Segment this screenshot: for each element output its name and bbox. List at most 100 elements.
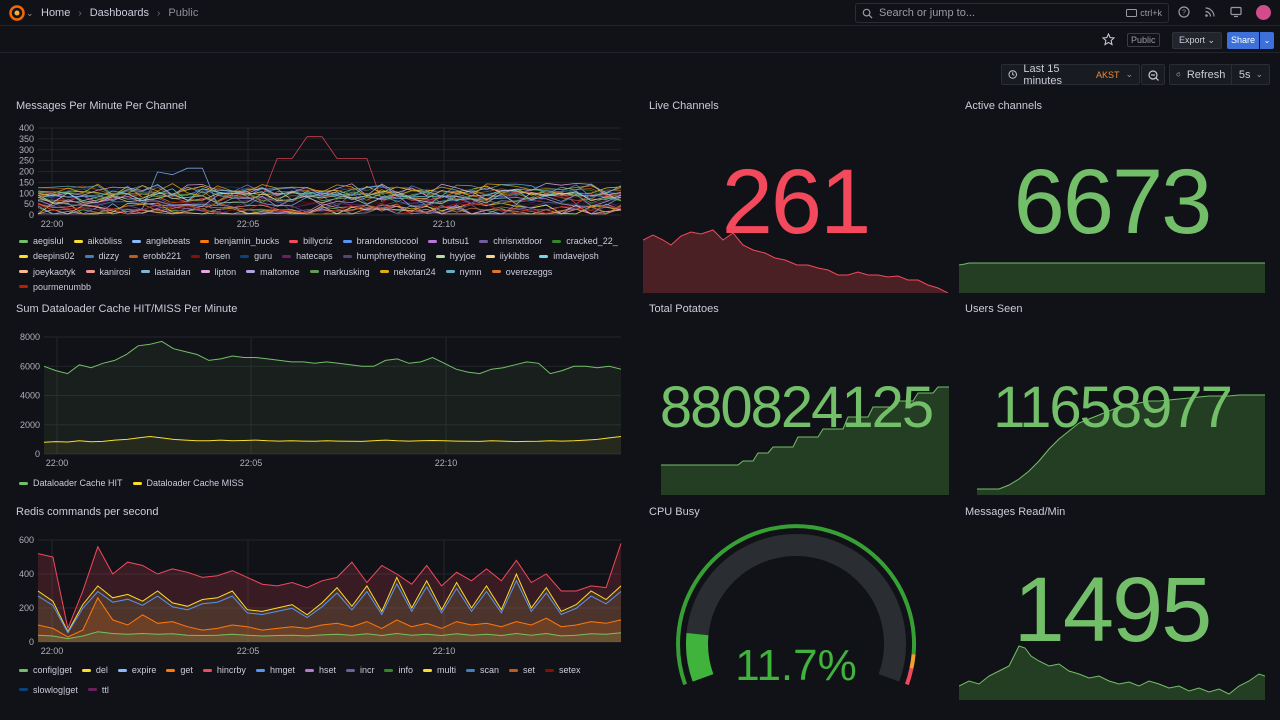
dataloader-timeseries-chart: 8000 6000 4000 2000 0 22:00 22:05 22:10 xyxy=(20,332,622,468)
total-potatoes-value: 880824125 xyxy=(659,375,934,440)
legend-item[interactable]: anglebeats xyxy=(132,236,190,246)
legend-item[interactable]: benjamin_bucks xyxy=(200,236,279,246)
legend-item[interactable]: joeykaotyk xyxy=(19,267,76,277)
legend-item[interactable]: config|get xyxy=(19,663,72,678)
legend-item[interactable]: multi xyxy=(423,663,456,678)
legend-swatch xyxy=(84,254,94,258)
legend-item[interactable]: billycriz xyxy=(289,236,333,246)
legend-item[interactable]: setex xyxy=(545,663,581,678)
series-line xyxy=(37,192,622,207)
legend-swatch xyxy=(282,254,292,258)
refresh-interval-select[interactable]: 5s xyxy=(1238,68,1251,81)
x-tick-label: 22:10 xyxy=(435,458,458,468)
cpu-busy-value: 11.7% xyxy=(735,641,857,690)
legend-item[interactable]: expire xyxy=(117,663,156,678)
legend-item[interactable]: dizzy xyxy=(84,251,119,261)
panel-active-channels: Active channels 6673 xyxy=(959,100,1265,293)
series-line xyxy=(37,192,622,207)
chevron-right-icon: › xyxy=(78,7,82,19)
series-line xyxy=(37,190,622,204)
legend-item[interactable]: forsen xyxy=(191,251,230,261)
legend-item[interactable]: hincrby xyxy=(202,663,246,678)
series-line xyxy=(37,631,622,640)
legend-item[interactable]: aegislul xyxy=(19,236,64,246)
legend-label: benjamin_bucks xyxy=(214,236,280,247)
legend-label: joeykaotyk xyxy=(33,266,76,277)
legend-item[interactable]: slowlog|get xyxy=(19,683,78,698)
legend-item[interactable]: butsu1 xyxy=(428,236,469,246)
breadcrumb: Home › Dashboards › Public xyxy=(41,7,198,19)
help-icon[interactable]: ? xyxy=(1178,6,1192,20)
series-area xyxy=(38,631,621,642)
legend-item[interactable]: brandonstocool xyxy=(342,236,419,247)
legend-swatch xyxy=(19,688,28,692)
chevron-down-icon[interactable]: ⌄ xyxy=(26,8,34,18)
share-options-chevron-icon[interactable]: ⌄ xyxy=(1260,32,1274,49)
zoom-out-button[interactable] xyxy=(1141,64,1165,85)
share-button[interactable]: Share xyxy=(1227,32,1259,49)
search-input[interactable]: Search or jump to... ctrl+k xyxy=(855,3,1169,23)
time-range-picker[interactable]: Last 15 minutes AKST ⌄ xyxy=(1001,63,1140,87)
chart-legend: aegislul aikobliss anglebeats benjamin_buck… xyxy=(19,236,624,292)
legend-label: set xyxy=(523,665,536,676)
legend-item[interactable]: imdavejosh xyxy=(539,251,599,261)
legend-swatch xyxy=(240,254,250,258)
legend-item[interactable]: get xyxy=(166,663,193,678)
panel-title: Live Channels xyxy=(649,100,719,112)
legend-label: brandonstocool xyxy=(356,236,419,247)
grafana-logo-icon[interactable] xyxy=(9,5,25,21)
legend-item[interactable]: set xyxy=(509,663,535,678)
legend-label: maltomoe xyxy=(260,266,300,277)
legend-item[interactable]: iiykibbs xyxy=(485,251,529,261)
legend-item[interactable]: nekotan24 xyxy=(379,267,436,277)
legend-label: pourmenumbb xyxy=(33,281,92,292)
legend-item[interactable]: Dataloader Cache MISS xyxy=(132,476,244,490)
legend-item[interactable]: hset xyxy=(304,663,336,678)
refresh-button[interactable]: Refresh xyxy=(1186,68,1226,81)
legend-item[interactable]: hmget xyxy=(255,663,295,678)
legend-item[interactable]: deepins02 xyxy=(19,251,75,261)
legend-item[interactable]: hyyjoe xyxy=(435,251,476,261)
legend-item[interactable]: scan xyxy=(466,663,499,678)
legend-item[interactable]: maltomoe xyxy=(246,267,300,277)
chevron-down-icon: ⌄ xyxy=(1255,69,1263,79)
legend-item[interactable]: ttl xyxy=(87,683,109,698)
legend-item[interactable]: del xyxy=(81,663,108,678)
breadcrumb-dashboards[interactable]: Dashboards xyxy=(89,7,150,19)
legend-item[interactable]: aikobliss xyxy=(73,236,122,246)
legend-item[interactable]: guru xyxy=(240,251,272,261)
legend-swatch xyxy=(466,668,476,672)
export-button[interactable]: Export ⌄ xyxy=(1172,32,1223,49)
legend-item[interactable]: pourmenumbb xyxy=(19,282,91,292)
timezone-label: AKST xyxy=(1095,69,1120,80)
legend-swatch xyxy=(129,254,139,258)
news-rss-icon[interactable] xyxy=(1204,6,1218,20)
active-channels-value: 6673 xyxy=(1013,151,1213,253)
series-line xyxy=(37,203,622,215)
y-tick-label: 2000 xyxy=(20,420,40,430)
legend-item[interactable]: lastaidan xyxy=(140,267,191,277)
legend-swatch xyxy=(539,254,549,258)
legend-item[interactable]: kanirosi xyxy=(85,267,131,277)
legend-item[interactable]: erobb221 xyxy=(129,251,181,261)
legend-item[interactable]: humphreytheking xyxy=(342,251,426,261)
breadcrumb-home[interactable]: Home xyxy=(41,7,71,19)
legend-item[interactable]: Dataloader Cache HIT xyxy=(19,476,123,490)
refresh-picker[interactable]: Refresh 5s ⌄ xyxy=(1169,64,1270,85)
legend-label: markusking xyxy=(323,266,370,277)
legend-item[interactable]: nymn xyxy=(445,267,482,277)
public-badge: Public xyxy=(1127,33,1160,47)
legend-label: del xyxy=(95,665,108,676)
user-avatar[interactable] xyxy=(1256,5,1271,20)
legend-label: config|get xyxy=(33,665,72,676)
legend-item[interactable]: incr xyxy=(345,663,374,678)
legend-item[interactable]: markusking xyxy=(309,266,370,277)
star-icon[interactable] xyxy=(1102,33,1115,46)
legend-item[interactable]: hatecaps xyxy=(282,251,333,261)
kiosk-monitor-icon[interactable] xyxy=(1230,6,1244,20)
legend-item[interactable]: lipton xyxy=(200,267,236,277)
legend-item[interactable]: cracked_22_ xyxy=(552,236,618,246)
legend-item[interactable]: info xyxy=(384,663,413,678)
legend-item[interactable]: overezeggs xyxy=(491,267,552,277)
legend-item[interactable]: chrisnxtdoor xyxy=(479,236,542,246)
